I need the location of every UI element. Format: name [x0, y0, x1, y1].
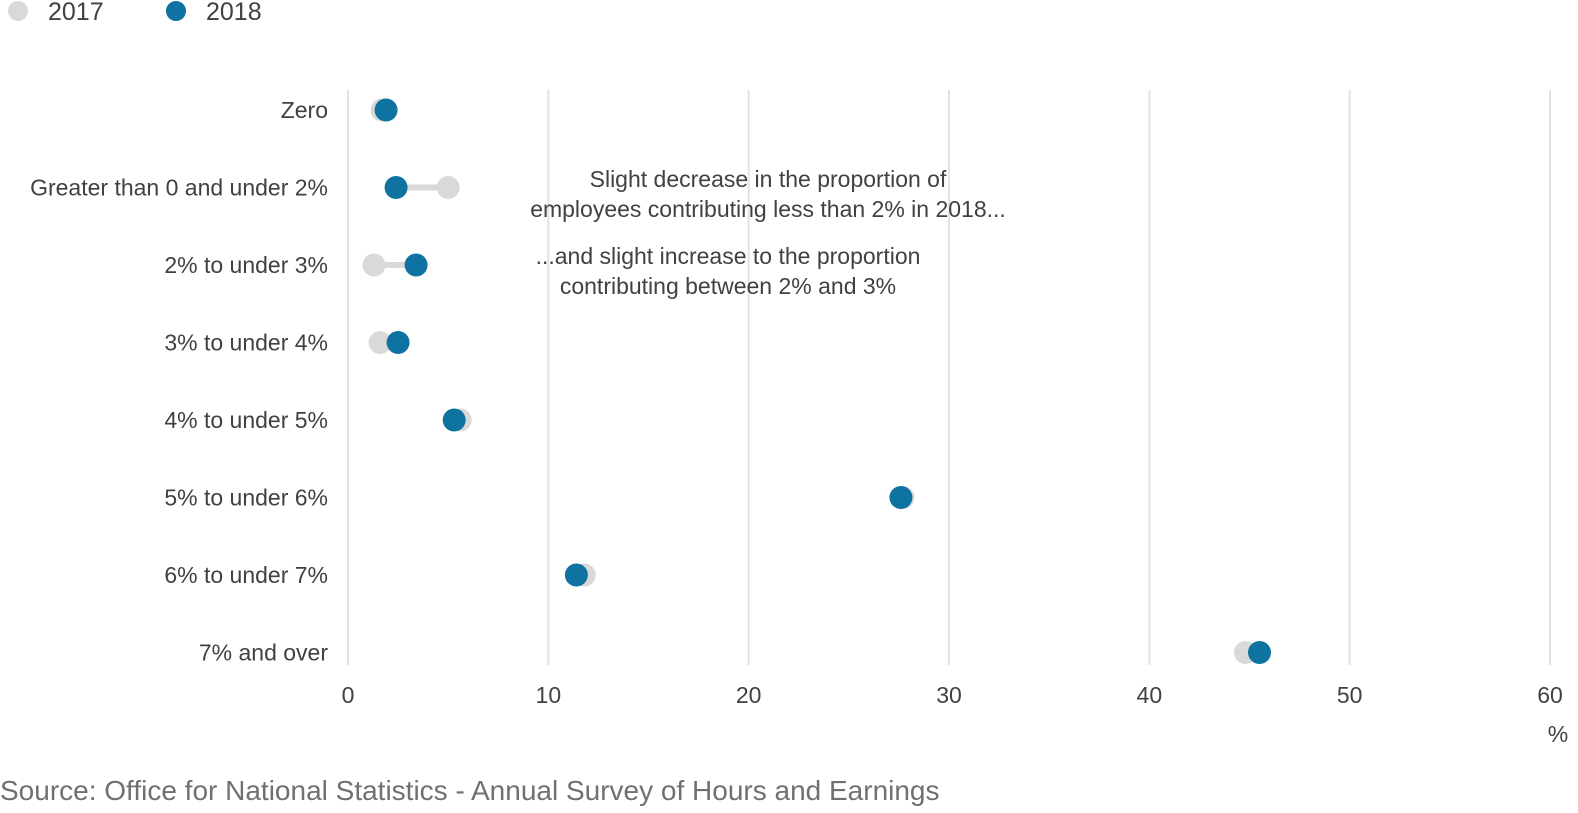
x-tick-label-60: 60: [1537, 682, 1563, 708]
category-label: Greater than 0 and under 2%: [30, 175, 328, 201]
annotation-line: ...and slight increase to the proportion: [536, 243, 921, 269]
gridlines: [347, 90, 1551, 665]
category-label: Zero: [281, 97, 328, 123]
x-tick-label-40: 40: [1137, 682, 1163, 708]
legend-swatch-2017: [8, 1, 28, 21]
data-points: [362, 98, 1272, 664]
annotation-1: Slight decrease in the proportion of empl…: [530, 166, 1006, 222]
category-label: 2% to under 3%: [164, 252, 328, 278]
dot-2017: [362, 253, 386, 277]
annotations: Slight decrease in the proportion of empl…: [530, 166, 1006, 299]
dot-2018: [374, 98, 398, 122]
annotation-line: employees contributing less than 2% in 2…: [530, 196, 1006, 222]
category-label: 7% and over: [199, 640, 328, 666]
category-label: 4% to under 5%: [164, 407, 328, 433]
x-tick-label-20: 20: [736, 682, 762, 708]
x-tick-label-30: 30: [936, 682, 962, 708]
source-note: Source: Office for National Statistics -…: [0, 775, 940, 806]
dot-2018: [889, 486, 913, 509]
legend: 2017 2018: [8, 0, 262, 26]
legend-swatch-2018: [166, 1, 186, 21]
dot-2018: [564, 563, 588, 587]
legend-item-2017: 2017: [8, 0, 104, 26]
dot-2017: [436, 176, 460, 199]
legend-label-2017: 2017: [48, 0, 104, 26]
dot-2018: [1248, 641, 1272, 664]
x-tick-label-0: 0: [342, 682, 355, 708]
x-axis-tick-labels: 0 10 20 30 40 50 60: [342, 682, 1563, 708]
annotation-2: ...and slight increase to the proportion…: [536, 243, 921, 299]
category-label: 6% to under 7%: [164, 562, 328, 588]
annotation-line: contributing between 2% and 3%: [560, 273, 896, 299]
x-axis-unit-label: %: [1548, 721, 1568, 747]
legend-item-2018: 2018: [166, 0, 262, 26]
annotation-line: Slight decrease in the proportion of: [590, 166, 947, 192]
dot-2018: [404, 253, 428, 277]
x-tick-label-50: 50: [1337, 682, 1363, 708]
x-tick-label-10: 10: [536, 682, 562, 708]
dot-2018: [386, 331, 410, 354]
dot-2018: [384, 176, 408, 199]
category-labels: Zero Greater than 0 and under 2% 2% to und…: [30, 97, 328, 666]
category-label: 5% to under 6%: [164, 485, 328, 511]
dot-2017: [368, 331, 392, 354]
legend-label-2018: 2018: [206, 0, 262, 26]
dot-2018: [442, 408, 466, 432]
category-label: 3% to under 4%: [164, 330, 328, 356]
